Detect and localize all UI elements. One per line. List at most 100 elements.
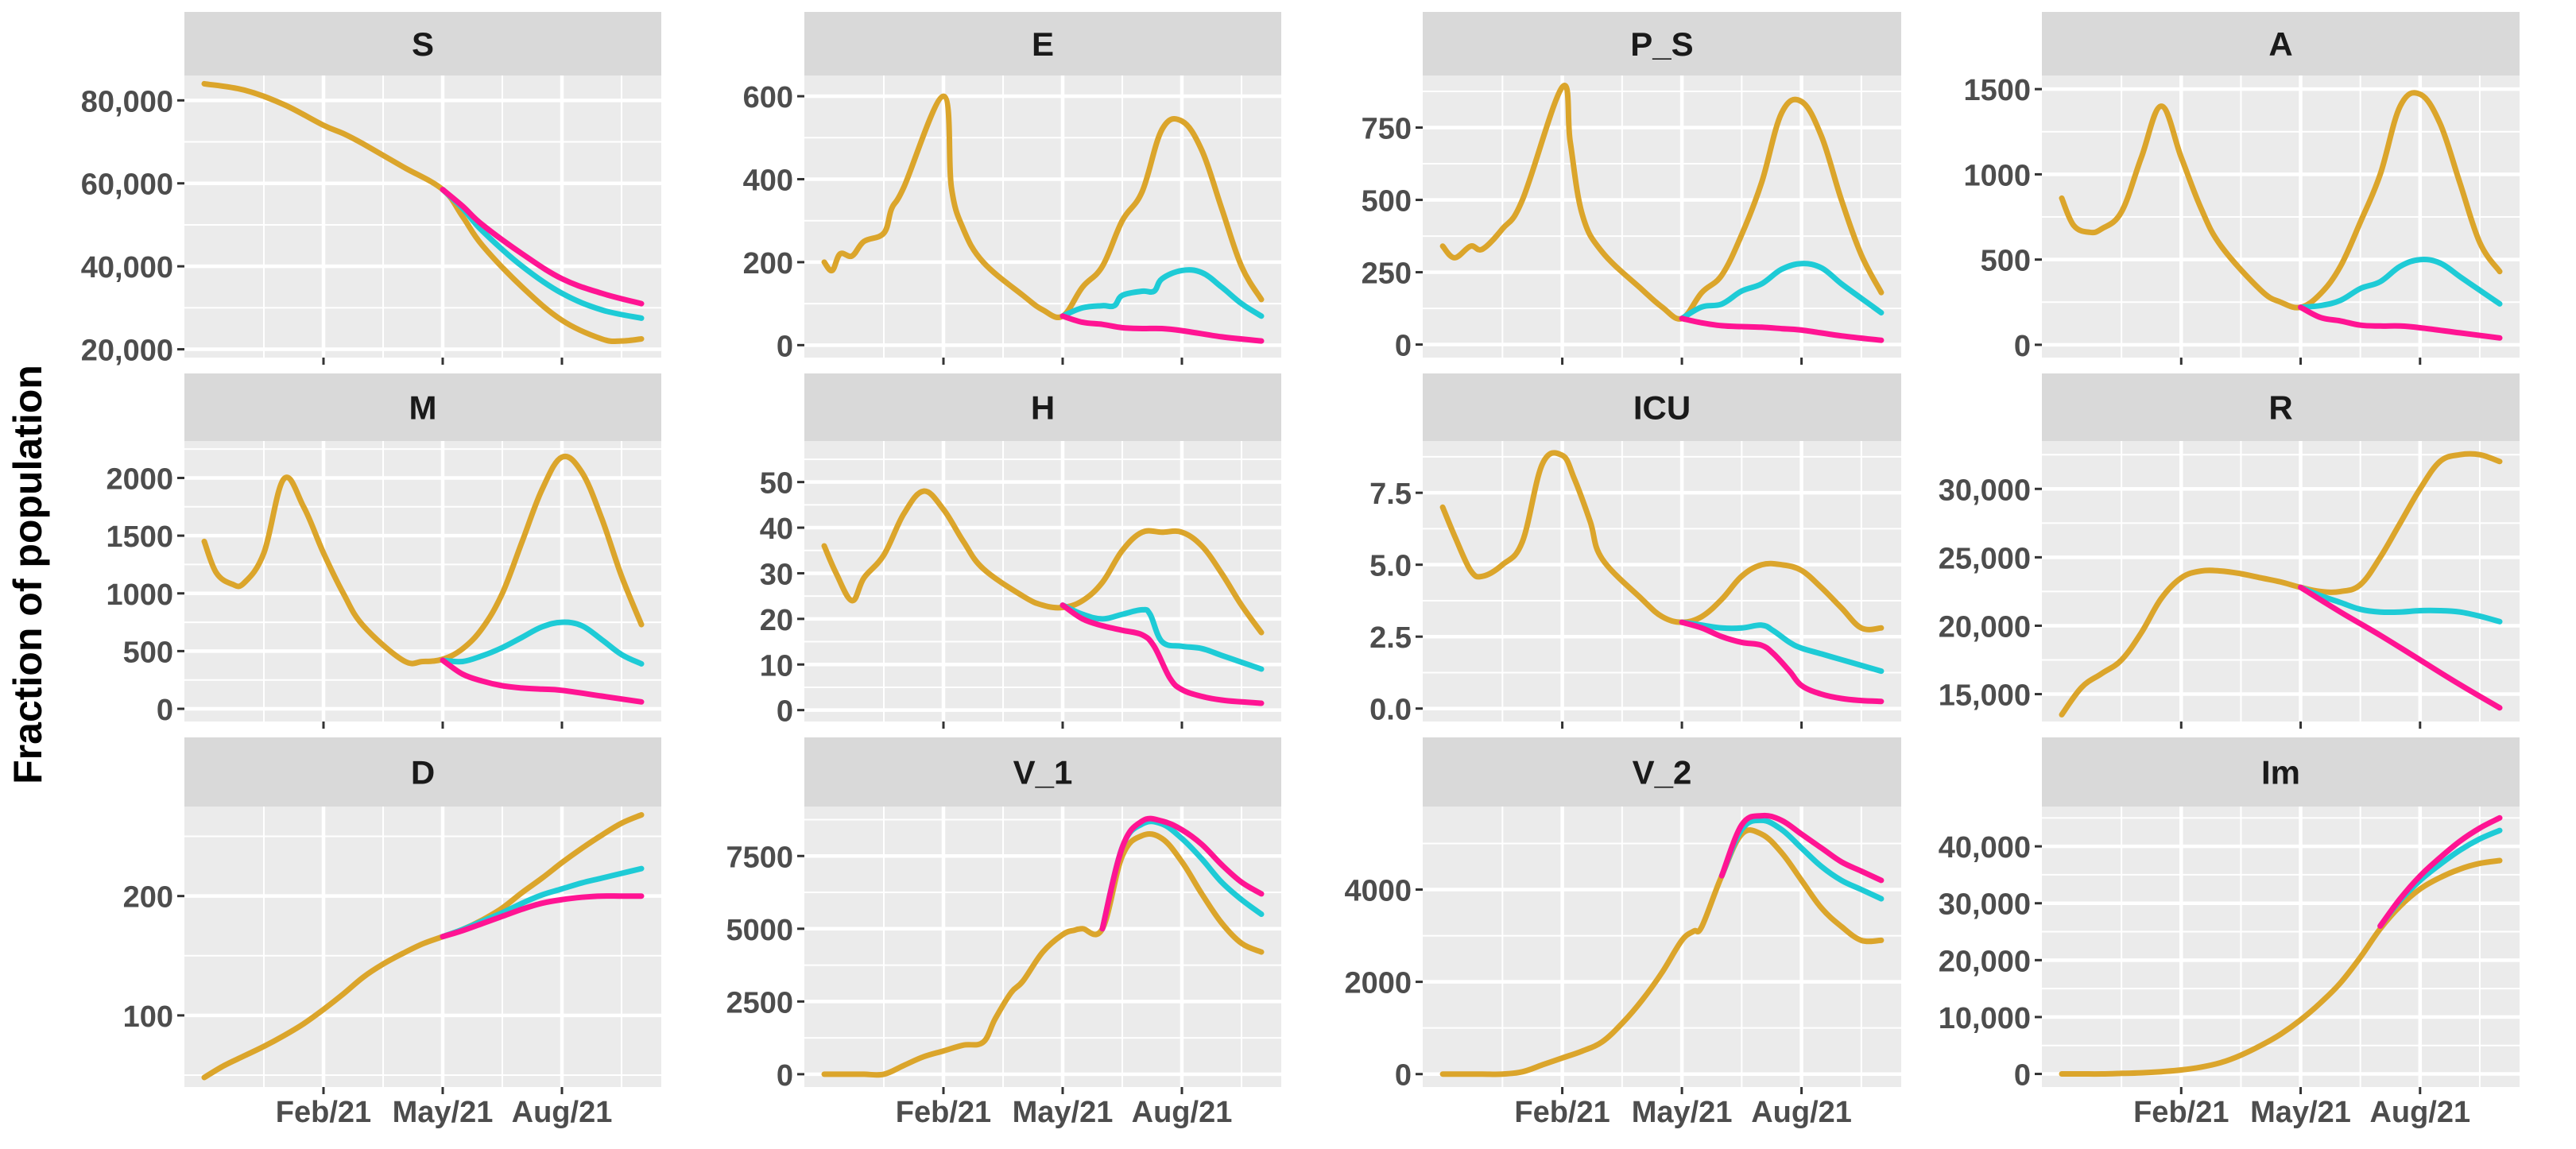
panel-v-1: V_1 0 2500 5000 7500 Feb/21 May/21 Aug/21 <box>726 737 1281 1129</box>
y-tick-label: 20,000 <box>1939 945 2031 978</box>
y-tick-label: 500 <box>1981 245 2031 278</box>
panel-background <box>1423 807 1901 1087</box>
facet-strip <box>2042 373 2520 441</box>
panel-s: S 20,000 40,000 60,000 80,000 <box>81 12 661 368</box>
facet-strip <box>184 12 661 75</box>
y-tick-label: 0 <box>777 330 793 363</box>
y-tick-label: 400 <box>743 164 793 198</box>
facet-strip <box>804 737 1281 807</box>
y-tick-label: 40,000 <box>1939 831 2031 865</box>
facet-strip-label: V_1 <box>1013 754 1073 791</box>
series-line-pink <box>2298 304 2503 341</box>
series-line-gold <box>821 830 1265 1078</box>
y-tick-label: 7500 <box>726 841 793 874</box>
series-line-pink <box>440 893 645 940</box>
panel-m: M 0 500 1000 1500 2000 <box>106 373 661 729</box>
y-tick-label: 20,000 <box>81 335 173 368</box>
y-tick-label: 5.0 <box>1369 550 1412 583</box>
series-line-gold <box>821 488 1265 636</box>
y-tick-label: 25,000 <box>1939 542 2031 575</box>
y-tick-label: 250 <box>1362 257 1412 291</box>
x-tick-label: Feb/21 <box>1514 1096 1610 1129</box>
series-line-pink <box>440 657 645 705</box>
facet-strip <box>1423 12 1901 75</box>
y-tick-label: 0 <box>1395 330 1412 363</box>
x-tick-label: May/21 <box>1632 1096 1733 1129</box>
y-tick-label: 1000 <box>1963 159 2031 192</box>
facet-strip <box>184 737 661 807</box>
y-tick-label: 30,000 <box>1939 474 2031 507</box>
panel-icu: ICU 0.0 2.5 5.0 7.5 <box>1369 373 1901 729</box>
y-tick-label: 750 <box>1362 113 1412 146</box>
series-line-pink <box>1099 815 1265 932</box>
series-line-gold <box>1439 450 1885 633</box>
series-line-cyan <box>2298 256 2503 311</box>
series-line-cyan <box>1679 619 1885 675</box>
y-tick-label: 0 <box>777 695 793 729</box>
y-tick-label: 200 <box>743 247 793 280</box>
y-tick-label: 7.5 <box>1369 478 1412 511</box>
y-tick-label: 5000 <box>726 914 793 947</box>
y-tick-label: 4000 <box>1344 875 1412 908</box>
y-tick-label: 1000 <box>106 578 173 612</box>
y-tick-label: 20,000 <box>1939 610 2031 644</box>
series-line-pink <box>1718 812 1885 884</box>
series-line-pink <box>1679 619 1885 705</box>
y-tick-label: 10,000 <box>1939 1002 2031 1035</box>
panels: S20,00040,00060,00080,000E0200400600P_S0… <box>81 12 2520 1129</box>
panel-h: H 0 10 20 30 40 50 <box>760 373 1281 729</box>
series-line-gold <box>821 93 1265 320</box>
y-tick-label: 100 <box>123 1000 173 1034</box>
x-tick-label: Feb/21 <box>2133 1096 2229 1129</box>
series-line-gold <box>201 812 645 1081</box>
y-tick-label: 0 <box>777 1059 793 1093</box>
facet-strip <box>1423 737 1901 807</box>
facet-strip-label: R <box>2268 389 2292 427</box>
facet-strip-label: S <box>412 25 434 63</box>
panel-p-s: P_S 0 250 500 750 <box>1362 12 1901 365</box>
panel-background <box>1423 75 1901 358</box>
facet-strip <box>804 373 1281 441</box>
series-line-pink <box>2377 814 2503 929</box>
facet-strip <box>2042 12 2520 75</box>
y-tick-label: 500 <box>123 636 173 669</box>
series-line-cyan <box>1059 267 1265 319</box>
y-tick-label: 2000 <box>1344 967 1412 1000</box>
facet-strip <box>2042 737 2520 807</box>
y-tick-label: 80,000 <box>81 85 173 118</box>
panel-im: Im 0 10,000 20,000 30,000 40,000 Feb/21 May/21 A… <box>1939 737 2520 1129</box>
y-tick-label: 0.0 <box>1369 694 1412 727</box>
facet-strip-label: P_S <box>1630 25 1693 63</box>
facet-strip <box>804 12 1281 75</box>
series-line-gold <box>2059 90 2503 311</box>
panel-d: D 100 200 Feb/21 May/21 Aug/21 <box>123 737 661 1129</box>
series-line-gold <box>1439 827 1885 1077</box>
facet-strip-label: H <box>1031 389 1055 427</box>
y-tick-label: 0 <box>2014 1059 2031 1093</box>
series-line-pink <box>440 187 645 307</box>
x-tick-label: May/21 <box>1013 1096 1114 1129</box>
series-line-cyan <box>440 619 645 667</box>
x-tick-label: May/21 <box>393 1096 494 1129</box>
facet-strip-label: ICU <box>1633 389 1691 427</box>
series-line-gold <box>2059 857 2503 1077</box>
y-tick-label: 1500 <box>1963 74 2031 107</box>
series-line-pink <box>1059 602 1265 706</box>
y-tick-label: 2.5 <box>1369 621 1412 655</box>
y-tick-label: 50 <box>760 467 793 501</box>
series-line-cyan <box>1718 817 1885 902</box>
series-line-cyan <box>1059 602 1265 672</box>
series-line-gold <box>1439 83 1885 322</box>
series-line-pink <box>1059 313 1265 344</box>
y-tick-label: 20 <box>760 604 793 637</box>
facet-strip-label: Im <box>2261 754 2300 791</box>
y-tick-label: 500 <box>1362 185 1412 219</box>
series-line-pink <box>2298 584 2503 711</box>
y-tick-label: 2000 <box>106 462 173 496</box>
x-tick-label: May/21 <box>2250 1096 2351 1129</box>
panel-background <box>184 75 661 358</box>
panel-background <box>804 75 1281 358</box>
y-tick-label: 30 <box>760 558 793 591</box>
y-tick-label: 15,000 <box>1939 679 2031 713</box>
